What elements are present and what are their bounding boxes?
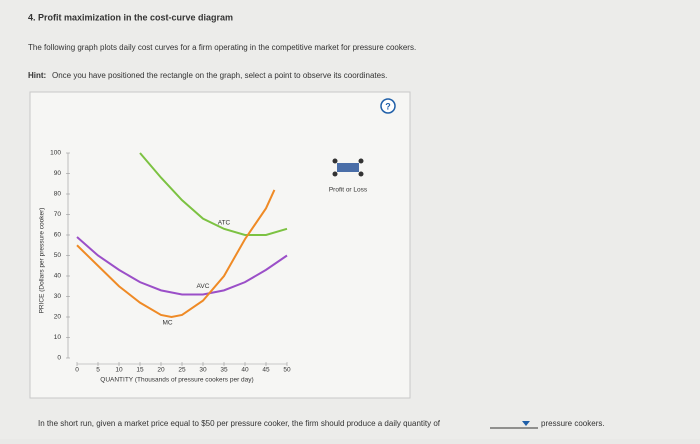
y-axis-label: PRICE (Dollars per pressure cooker) — [39, 208, 46, 314]
question-suffix: pressure cookers. — [541, 419, 605, 428]
y-tick-label: 30 — [54, 293, 62, 300]
x-tick-label: 15 — [136, 367, 144, 374]
x-tick-label: 45 — [262, 367, 270, 374]
y-tick-label: 0 — [57, 355, 61, 362]
y-tick-label: 100 — [50, 150, 61, 157]
handle[interactable] — [358, 158, 364, 164]
x-tick-label: 0 — [75, 367, 79, 374]
cost-curve — [76, 236, 288, 296]
y-tick-label: 50 — [54, 252, 62, 259]
x-tick-label: 35 — [220, 367, 228, 374]
x-tick-label: 25 — [178, 367, 186, 374]
curve-label: MC — [162, 320, 172, 327]
graph-panel — [29, 91, 411, 399]
y-tick-label: 20 — [54, 314, 62, 321]
x-axis-label: QUANTITY (Thousands of pressure cookers … — [100, 377, 253, 384]
y-tick-label: 10 — [54, 334, 62, 341]
plot: 0 10 20 30 40 50 60 70 80 90 100 0 5 10 15 20 25 30 35 40 45… — [39, 150, 291, 384]
x-tick-label: 5 — [96, 367, 100, 374]
x-tick-label: 50 — [283, 367, 291, 374]
help-icon[interactable] — [380, 98, 396, 114]
hint-label: Hint: — [28, 71, 46, 80]
y-tick-label: 70 — [54, 211, 62, 218]
x-tick-label: 20 — [157, 367, 165, 374]
help-icon-text[interactable]: ? — [385, 101, 391, 111]
hint: Once you have positioned the rectangle o… — [52, 71, 387, 80]
profit-rect-icon[interactable] — [337, 163, 359, 172]
cost-curve — [139, 152, 288, 236]
y-tick-label: 40 — [54, 273, 62, 280]
x-tick-label: 10 — [115, 367, 123, 374]
curve-label: AVC — [197, 283, 210, 290]
title: 4. Profit maximization in the cost-curve… — [28, 12, 233, 22]
x-tick-label: 30 — [199, 367, 207, 374]
intro: The following graph plots daily cost cur… — [28, 43, 416, 52]
y-tick-label: 60 — [54, 232, 62, 239]
y-tick-label: 90 — [54, 170, 62, 177]
question: In the short run, given a market price e… — [38, 419, 441, 428]
y-tick-label: 80 — [54, 191, 62, 198]
handle[interactable] — [332, 171, 338, 177]
cost-curve — [76, 189, 276, 319]
x-tick-label: 40 — [241, 367, 249, 374]
curve-label: ATC — [218, 220, 231, 227]
tool-label: Profit or Loss — [329, 187, 368, 194]
handle[interactable] — [332, 158, 338, 164]
dropdown-arrow[interactable] — [522, 421, 530, 426]
handle[interactable] — [358, 171, 364, 177]
profit-tool[interactable] — [332, 158, 364, 177]
